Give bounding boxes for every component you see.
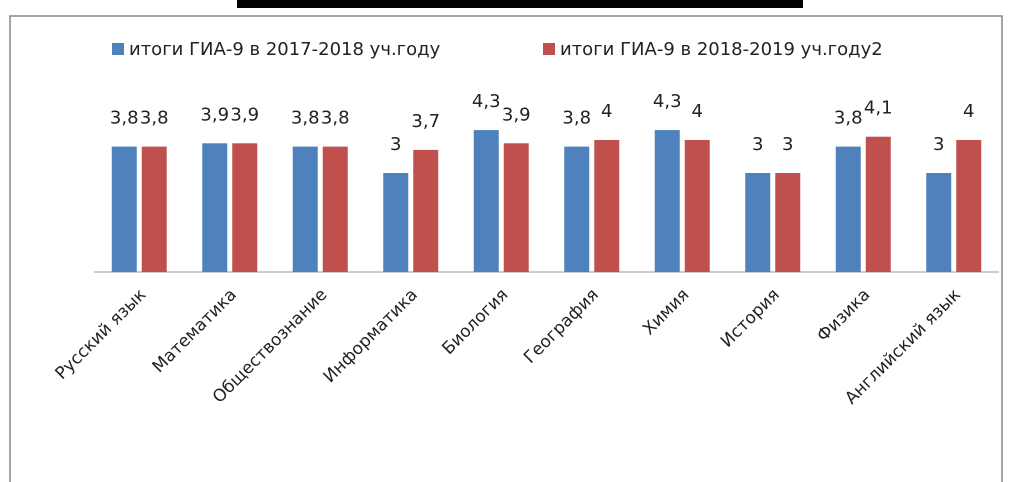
x-tick-label: Физика: [813, 285, 874, 346]
bar: [322, 146, 348, 272]
bar: [865, 136, 891, 272]
data-label: 3,8: [291, 108, 320, 129]
data-label: 4,3: [653, 91, 682, 112]
bar: [413, 149, 439, 272]
data-label: 3: [752, 134, 763, 155]
bar: [564, 146, 590, 272]
data-label: 4: [601, 101, 612, 122]
x-tick-label: Химия: [639, 285, 693, 339]
bar: [654, 130, 680, 272]
data-label: 4: [692, 101, 703, 122]
bar: [141, 146, 167, 272]
data-label: 3: [782, 134, 793, 155]
chart-frame: [9, 15, 1003, 482]
data-label: 3,8: [140, 108, 169, 129]
data-label: 4,1: [864, 98, 893, 119]
data-label: 3,9: [200, 104, 229, 125]
bar: [503, 143, 529, 272]
data-label: 3,9: [230, 104, 259, 125]
x-tick-label: Математика: [149, 285, 241, 377]
data-label: 3,8: [110, 108, 139, 129]
x-tick-label: Русский язык: [52, 285, 151, 384]
x-tick-label: История: [717, 285, 784, 352]
bar: [292, 146, 318, 272]
bar: [594, 140, 620, 272]
data-label: 3: [933, 134, 944, 155]
legend-swatch: [112, 43, 124, 55]
x-tick-label: Информатика: [320, 285, 422, 387]
x-tick-label: Биология: [438, 285, 512, 359]
bar: [745, 173, 771, 272]
legend-label: итоги ГИА-9 в 2018-2019 уч.году2: [560, 39, 883, 60]
bar: [684, 140, 710, 272]
data-label: 3,8: [562, 108, 591, 129]
data-label: 3,8: [834, 108, 863, 129]
bar: [111, 146, 137, 272]
bar: [775, 173, 801, 272]
bar: [232, 143, 258, 272]
legend-swatch: [543, 43, 555, 55]
bar: [202, 143, 228, 272]
data-label: 3: [390, 134, 401, 155]
bar: [926, 173, 952, 272]
bar: [835, 146, 861, 272]
data-label: 3,7: [411, 111, 440, 132]
x-tick-label: География: [520, 285, 603, 368]
bar: [383, 173, 409, 272]
data-label: 4,3: [472, 91, 501, 112]
bar: [956, 140, 982, 272]
legend-label: итоги ГИА-9 в 2017-2018 уч.году: [129, 39, 441, 60]
data-label: 4: [963, 101, 974, 122]
data-label: 3,8: [321, 108, 350, 129]
data-label: 3,9: [502, 104, 531, 125]
header-bar: [237, 0, 803, 8]
bar: [473, 130, 499, 272]
